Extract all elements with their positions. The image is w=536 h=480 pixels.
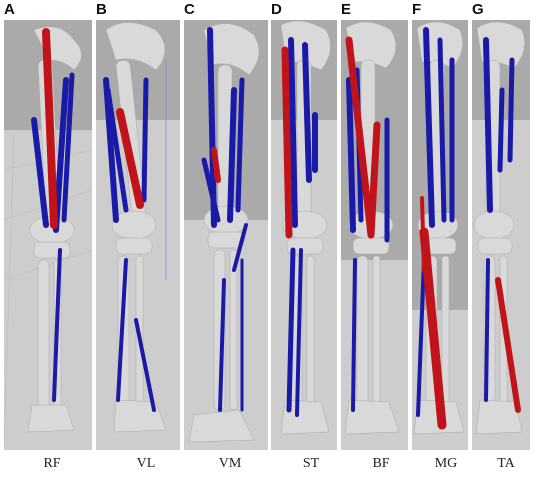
panel-d-image — [271, 20, 337, 450]
muscle-label-bf: BF — [372, 456, 390, 471]
panel-letter-d: D — [271, 1, 282, 18]
panel-letter-a: A — [4, 1, 15, 18]
muscle-label-rf: RF — [43, 456, 61, 471]
panel-f-image — [412, 20, 468, 450]
panel-b-image — [96, 20, 180, 450]
panel-letter-f: F — [412, 1, 422, 18]
panel-letter-b: B — [96, 1, 107, 18]
muscle-label-ta: TA — [497, 456, 515, 471]
muscle-label-st: ST — [302, 456, 320, 471]
muscle-label-vl: VL — [136, 456, 156, 471]
panel-letter-g: G — [472, 1, 484, 18]
panel-g-image — [472, 20, 530, 450]
panel-e-image — [341, 20, 408, 450]
muscle-label-vm: VM — [218, 456, 242, 471]
panel-c-image — [184, 20, 268, 450]
panel-letter-e: E — [341, 1, 352, 18]
panel-a-image — [4, 20, 92, 450]
panel-letter-c: C — [184, 1, 195, 18]
muscle-label-mg: MG — [434, 456, 458, 471]
